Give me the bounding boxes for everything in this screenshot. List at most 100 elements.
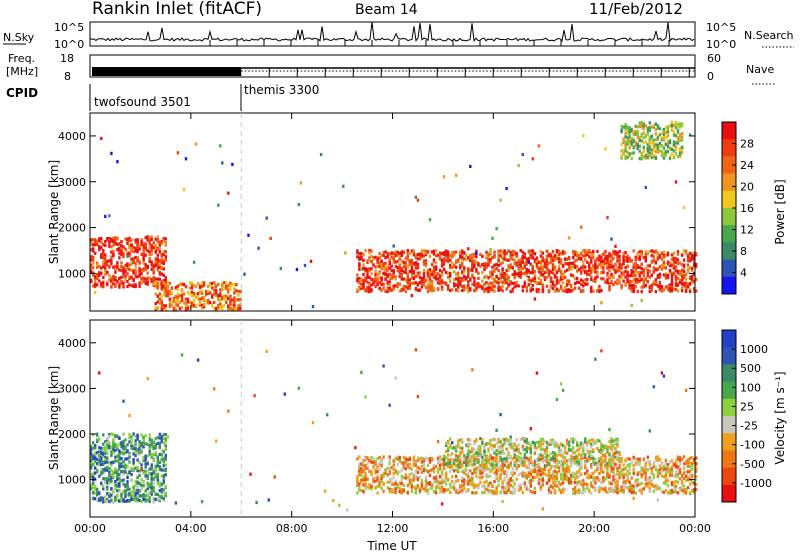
heatmap-cell: [388, 455, 391, 459]
heatmap-cell: [465, 458, 468, 462]
heatmap-cell: [146, 235, 149, 239]
heatmap-cell: [229, 281, 232, 285]
heatmap-cell: [128, 246, 131, 250]
heatmap-cell: [400, 287, 403, 291]
heatmap-cell: [410, 482, 414, 486]
heatmap-cell: [380, 282, 383, 286]
heatmap-cell: [549, 260, 553, 264]
nave-label: Nave: [746, 63, 774, 76]
heatmap-cell: [521, 460, 524, 464]
heatmap-cell: [495, 267, 498, 271]
heatmap-cell: [634, 277, 637, 282]
heatmap-cell: [672, 156, 676, 160]
heatmap-cell: [567, 255, 571, 259]
heatmap-cell: [658, 144, 662, 148]
heatmap-cell: [430, 483, 434, 487]
heatmap-cell: [126, 264, 129, 268]
heatmap-cell: [479, 264, 482, 268]
heatmap-cell: [630, 137, 633, 141]
heatmap-cell-scatter: [688, 133, 692, 137]
heatmap-cell: [144, 474, 147, 478]
heatmap-cell: [656, 124, 660, 128]
heatmap-cell: [576, 251, 579, 255]
heatmap-cell: [529, 446, 532, 450]
heatmap-cell: [138, 266, 141, 270]
heatmap-cell: [144, 434, 147, 438]
heatmap-cell: [638, 271, 641, 275]
heatmap-cell: [104, 240, 107, 244]
heatmap-cell: [142, 479, 145, 484]
heatmap-cell: [136, 485, 139, 490]
heatmap-cell: [624, 266, 627, 270]
heatmap-cell: [148, 483, 151, 487]
heatmap-cell: [124, 463, 127, 467]
heatmap-cell: [402, 265, 405, 269]
heatmap-cell: [152, 470, 155, 474]
heatmap-cell: [686, 285, 690, 289]
heatmap-cell: [378, 271, 381, 275]
heatmap-cell: [684, 286, 688, 290]
heatmap-cell: [378, 468, 381, 472]
heatmap-cell: [136, 245, 139, 249]
heatmap-cell: [672, 143, 676, 147]
heatmap-cell: [124, 438, 127, 442]
heatmap-cell: [148, 250, 151, 254]
heatmap-cell: [483, 458, 486, 462]
heatmap-cell: [638, 157, 641, 161]
heatmap-cell: [578, 268, 581, 272]
heatmap-cell: [370, 259, 373, 264]
heatmap-cell: [394, 264, 397, 269]
heatmap-cell: [457, 461, 460, 465]
heatmap-cell: [205, 299, 208, 303]
freq-unit-label: [MHz]: [6, 65, 38, 78]
heatmap-cell: [442, 281, 446, 285]
heatmap-cell: [398, 481, 401, 485]
heatmap-cell: [511, 466, 514, 471]
heatmap-cell: [205, 293, 208, 297]
heatmap-cell: [428, 284, 432, 288]
heatmap-cell: [416, 455, 420, 460]
heatmap-cell: [634, 132, 637, 136]
heatmap-cell: [608, 288, 611, 292]
heatmap-cell-scatter: [227, 191, 230, 195]
heatmap-cell: [457, 489, 460, 493]
heatmap-cell: [507, 264, 510, 269]
heatmap-cell-scatter: [249, 472, 252, 476]
heatmap-cell: [590, 285, 593, 289]
heatmap-cell: [606, 254, 609, 258]
heatmap-cell: [549, 270, 553, 274]
heatmap-cell: [138, 272, 141, 276]
heatmap-cell: [463, 287, 466, 291]
heatmap-cell: [660, 136, 664, 141]
heatmap-cell: [406, 458, 409, 462]
heatmap-cell-scatter: [122, 275, 125, 279]
heatmap-cell: [584, 251, 587, 255]
heatmap-cell: [124, 457, 127, 461]
heatmap-cell: [94, 451, 97, 455]
heatmap-cell: [378, 276, 381, 280]
heatmap-cell: [537, 469, 541, 473]
heatmap-cell: [513, 442, 516, 446]
heatmap-cell: [362, 483, 365, 487]
heatmap-cell: [90, 486, 93, 490]
heatmap-cell: [541, 289, 545, 293]
heatmap-cell: [662, 259, 666, 263]
heatmap-cell: [695, 251, 698, 256]
heatmap-cell: [124, 470, 127, 474]
heatmap-cell: [529, 482, 532, 486]
heatmap-cell: [432, 286, 436, 290]
heatmap-cell: [428, 281, 432, 285]
heatmap-cell: [150, 474, 153, 479]
heatmap-cell: [624, 282, 627, 286]
heatmap-cell: [106, 499, 109, 503]
heatmap-cell: [376, 256, 379, 260]
heatmap-cell: [640, 271, 643, 275]
heatmap-cell: [108, 500, 111, 504]
heatmap-cell: [434, 485, 438, 489]
heatmap-cell: [539, 273, 543, 277]
heatmap-cell: [666, 253, 670, 257]
heatmap-cell: [368, 482, 371, 487]
heatmap-cell: [414, 253, 418, 257]
heatmap-cell-scatter: [257, 246, 260, 250]
heatmap-cell: [233, 283, 236, 287]
